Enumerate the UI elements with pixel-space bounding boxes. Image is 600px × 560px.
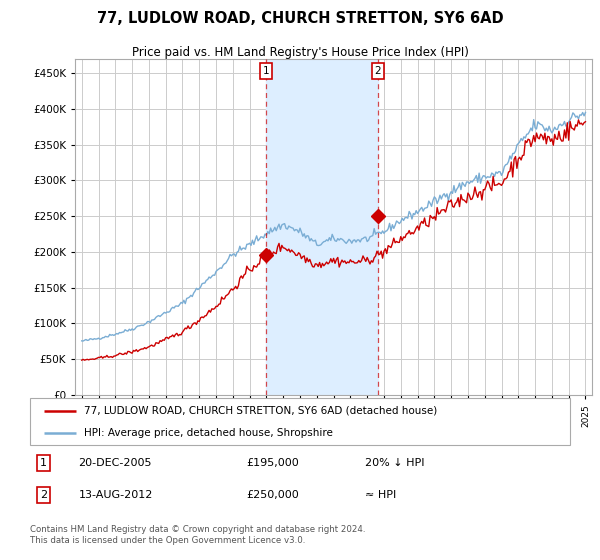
Text: Price paid vs. HM Land Registry's House Price Index (HPI): Price paid vs. HM Land Registry's House … — [131, 46, 469, 59]
Text: £250,000: £250,000 — [246, 490, 299, 500]
Text: 1: 1 — [263, 66, 269, 76]
Text: 2: 2 — [40, 490, 47, 500]
Text: £195,000: £195,000 — [246, 458, 299, 468]
Text: 77, LUDLOW ROAD, CHURCH STRETTON, SY6 6AD (detached house): 77, LUDLOW ROAD, CHURCH STRETTON, SY6 6A… — [84, 406, 437, 416]
FancyBboxPatch shape — [30, 398, 570, 445]
Text: Contains HM Land Registry data © Crown copyright and database right 2024.
This d: Contains HM Land Registry data © Crown c… — [30, 525, 365, 545]
Text: 1: 1 — [40, 458, 47, 468]
Text: 20-DEC-2005: 20-DEC-2005 — [79, 458, 152, 468]
Text: 13-AUG-2012: 13-AUG-2012 — [79, 490, 153, 500]
Text: 2: 2 — [374, 66, 381, 76]
Bar — [266, 59, 377, 395]
Text: 77, LUDLOW ROAD, CHURCH STRETTON, SY6 6AD: 77, LUDLOW ROAD, CHURCH STRETTON, SY6 6A… — [97, 11, 503, 26]
Text: ≈ HPI: ≈ HPI — [365, 490, 396, 500]
Text: 20% ↓ HPI: 20% ↓ HPI — [365, 458, 424, 468]
Text: HPI: Average price, detached house, Shropshire: HPI: Average price, detached house, Shro… — [84, 428, 333, 438]
